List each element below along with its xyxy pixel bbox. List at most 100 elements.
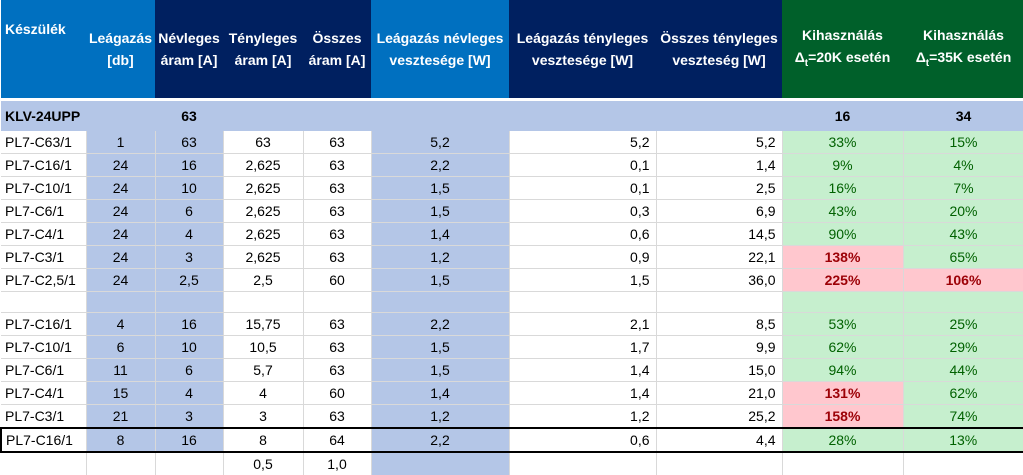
table-row: PL7-C4/1 24 4 2,625 63 1,4 0,6 14,5 90% 43%: [1, 222, 1023, 246]
cell-nominal-current: 4: [155, 381, 224, 405]
cell-device: PL7-C6/1: [1, 358, 87, 382]
footer-empty: [903, 452, 1023, 475]
footer-empty: [782, 452, 904, 475]
cell-util-20k: 16%: [782, 176, 904, 200]
cell-total-current: 60: [303, 381, 372, 405]
cell-total-current: 64: [303, 427, 372, 453]
table-row: PL7-C10/1 6 10 10,5 63 1,5 1,7 9,9 62% 29%: [1, 335, 1023, 359]
cell-actual-current: 2,625: [223, 176, 304, 200]
footer-empty: [1, 452, 87, 475]
summary-nominal-current: 63: [155, 101, 223, 131]
cell-actual-current: 2,625: [223, 222, 304, 246]
cell-util-35k: 74%: [903, 404, 1023, 429]
table-row: PL7-C6/1 24 6 2,625 63 1,5 0,3 6,9 43% 20%: [1, 199, 1023, 223]
cell-nominal-current: 10: [155, 176, 224, 200]
cell-branches: 21: [86, 404, 156, 429]
header-total-current-line2: áram [A]: [308, 52, 366, 68]
cell-nominal-current: 3: [155, 404, 224, 429]
cell-device: PL7-C10/1: [1, 335, 87, 359]
header-actual-current-line2: áram [A]: [234, 52, 292, 68]
blank-cell: [782, 291, 904, 313]
cell-branch-actual-loss: 5,2: [509, 131, 657, 154]
summary-empty: [656, 101, 782, 131]
cell-actual-current: 2,625: [223, 199, 304, 223]
cell-total-actual-loss: 8,5: [656, 312, 783, 336]
header-row: Készülék Leágazás [db] Névleges áram [A]…: [1, 0, 1023, 98]
cell-util-20k: 43%: [782, 199, 904, 223]
cell-total-actual-loss: 21,0: [656, 381, 783, 405]
cell-branch-nominal-loss: 1,4: [371, 381, 510, 405]
cell-branch-nominal-loss: 2,2: [371, 312, 510, 336]
footer-actual-current: 0,5: [223, 452, 304, 475]
cell-total-actual-loss: 22,1: [656, 245, 783, 269]
cell-device: PL7-C2,5/1: [1, 268, 87, 292]
cell-actual-current: 10,5: [223, 335, 304, 359]
cell-branch-nominal-loss: 5,2: [371, 131, 510, 154]
table-row: PL7-C2,5/1 24 2,5 2,5 60 1,5 1,5 36,0 225% 106%: [1, 268, 1023, 292]
cell-branch-nominal-loss: 2,2: [371, 427, 510, 453]
header-total-current: Összes áram [A]: [303, 0, 371, 98]
header-total-current-line1: Összes: [312, 30, 362, 46]
header-util-20k-suffix: =20K esetén: [808, 48, 891, 65]
cell-util-20k: 90%: [782, 222, 904, 246]
table-row: PL7-C16/1 4 16 15,75 63 2,2 2,1 8,5 53% 25%: [1, 312, 1023, 336]
cell-util-35k: 25%: [903, 312, 1023, 336]
summary-util-35k: 34: [903, 101, 1023, 131]
cell-util-20k: 131%: [782, 381, 904, 405]
cell-branch-actual-loss: 0,6: [509, 222, 657, 246]
cell-util-35k: 43%: [903, 222, 1023, 246]
header-total-actual-loss-line2: veszteség [W]: [672, 52, 766, 68]
cell-branches: 15: [86, 381, 156, 405]
cell-actual-current: 4: [223, 381, 304, 405]
cell-device: PL7-C3/1: [1, 245, 87, 269]
header-branch-nominal-loss-line1: Leágazás névleges: [376, 30, 504, 46]
cell-device: PL7-C16/1: [1, 153, 87, 177]
header-nominal-current-line1: Névleges: [158, 30, 220, 46]
header-total-actual-loss-line1: Összes tényleges: [660, 30, 778, 46]
cell-util-35k: 65%: [903, 245, 1023, 269]
cell-branch-actual-loss: 1,7: [509, 335, 657, 359]
header-util-35k-condition: Δt=35K esetén: [903, 46, 1023, 75]
cell-device: PL7-C16/1: [0, 427, 87, 453]
cell-actual-current: 8: [223, 427, 304, 453]
cell-actual-current: 15,75: [223, 312, 304, 336]
cell-nominal-current: 2,5: [155, 268, 224, 292]
cell-branches: 24: [86, 268, 156, 292]
footer-empty: [86, 452, 156, 475]
table-row: PL7-C3/1 21 3 3 63 1,2 1,2 25,2 158% 74%: [1, 404, 1023, 429]
cell-total-actual-loss: 36,0: [656, 268, 783, 292]
cell-total-current: 63: [303, 131, 372, 154]
cell-branches: 8: [86, 427, 156, 453]
header-util-35k-subscript: t: [925, 57, 930, 69]
cell-branch-actual-loss: 0,9: [509, 245, 657, 269]
cell-branch-actual-loss: 0,6: [509, 427, 657, 453]
cell-util-20k: 94%: [782, 358, 904, 382]
cell-util-35k: 13%: [903, 427, 1023, 453]
cell-branch-nominal-loss: 1,5: [371, 176, 510, 200]
cell-util-35k: 29%: [903, 335, 1023, 359]
cell-total-actual-loss: 14,5: [656, 222, 783, 246]
cell-nominal-current: 63: [155, 131, 224, 154]
cell-nominal-current: 6: [155, 199, 224, 223]
cell-device: PL7-C16/1: [1, 312, 87, 336]
header-branches-line1: Leágazás: [88, 30, 153, 46]
cell-total-current: 63: [303, 358, 372, 382]
cell-device: PL7-C4/1: [1, 381, 87, 405]
cell-branches: 1: [86, 131, 156, 154]
cell-branches: 24: [86, 245, 156, 269]
cell-total-current: 63: [303, 312, 372, 336]
header-branch-actual-loss-line2: vesztesége [W]: [531, 52, 634, 68]
cell-branch-nominal-loss: 1,5: [371, 268, 510, 292]
cell-actual-current: 2,625: [223, 245, 304, 269]
cell-branch-actual-loss: 1,2: [509, 404, 657, 429]
cell-nominal-current: 16: [155, 153, 224, 177]
cell-total-actual-loss: 9,9: [656, 335, 783, 359]
cell-branch-actual-loss: 1,4: [509, 381, 657, 405]
cell-total-actual-loss: 1,4: [656, 153, 783, 177]
cell-device: PL7-C63/1: [1, 131, 87, 154]
summary-empty: [86, 101, 155, 131]
cell-util-20k: 33%: [782, 131, 904, 154]
cell-branch-actual-loss: 1,4: [509, 358, 657, 382]
cell-nominal-current: 16: [155, 427, 224, 453]
